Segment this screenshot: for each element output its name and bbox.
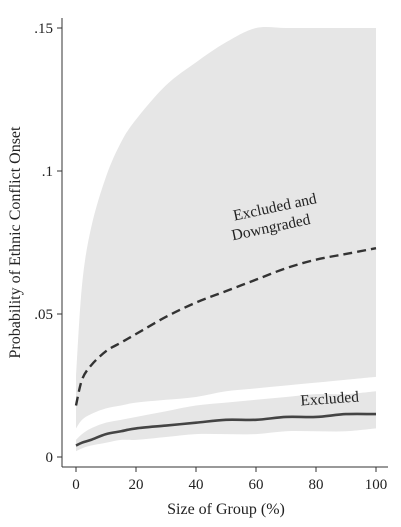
annotation-excluded: Excluded [300, 388, 360, 409]
y-tick-label: 0 [46, 450, 54, 466]
x-tick-label: 20 [129, 477, 144, 493]
x-tick-label: 60 [249, 477, 264, 493]
y-tick-label: .05 [34, 307, 53, 323]
confidence-bands [76, 26, 376, 452]
series-line-0 [74, 247, 377, 406]
x-tick-label: 0 [72, 477, 80, 493]
x-ticks: 0 20 40 60 80 100 [72, 467, 387, 493]
x-tick-label: 100 [365, 477, 388, 493]
series-lines [74, 247, 377, 447]
y-axis-title: Probability of Ethnic Conflict Onset [7, 126, 24, 359]
x-tick-label: 40 [189, 477, 204, 493]
confidence-band-0 [76, 26, 376, 429]
y-ticks: 0 .05 .1 .15 [34, 21, 62, 466]
x-axis-title: Size of Group (%) [167, 501, 285, 518]
y-tick-label: .15 [34, 21, 53, 37]
series-line-1 [75, 412, 377, 447]
x-tick-label: 80 [309, 477, 324, 493]
axes [61, 18, 388, 468]
y-tick-label: .1 [42, 164, 53, 180]
confidence-band-1 [76, 391, 376, 452]
